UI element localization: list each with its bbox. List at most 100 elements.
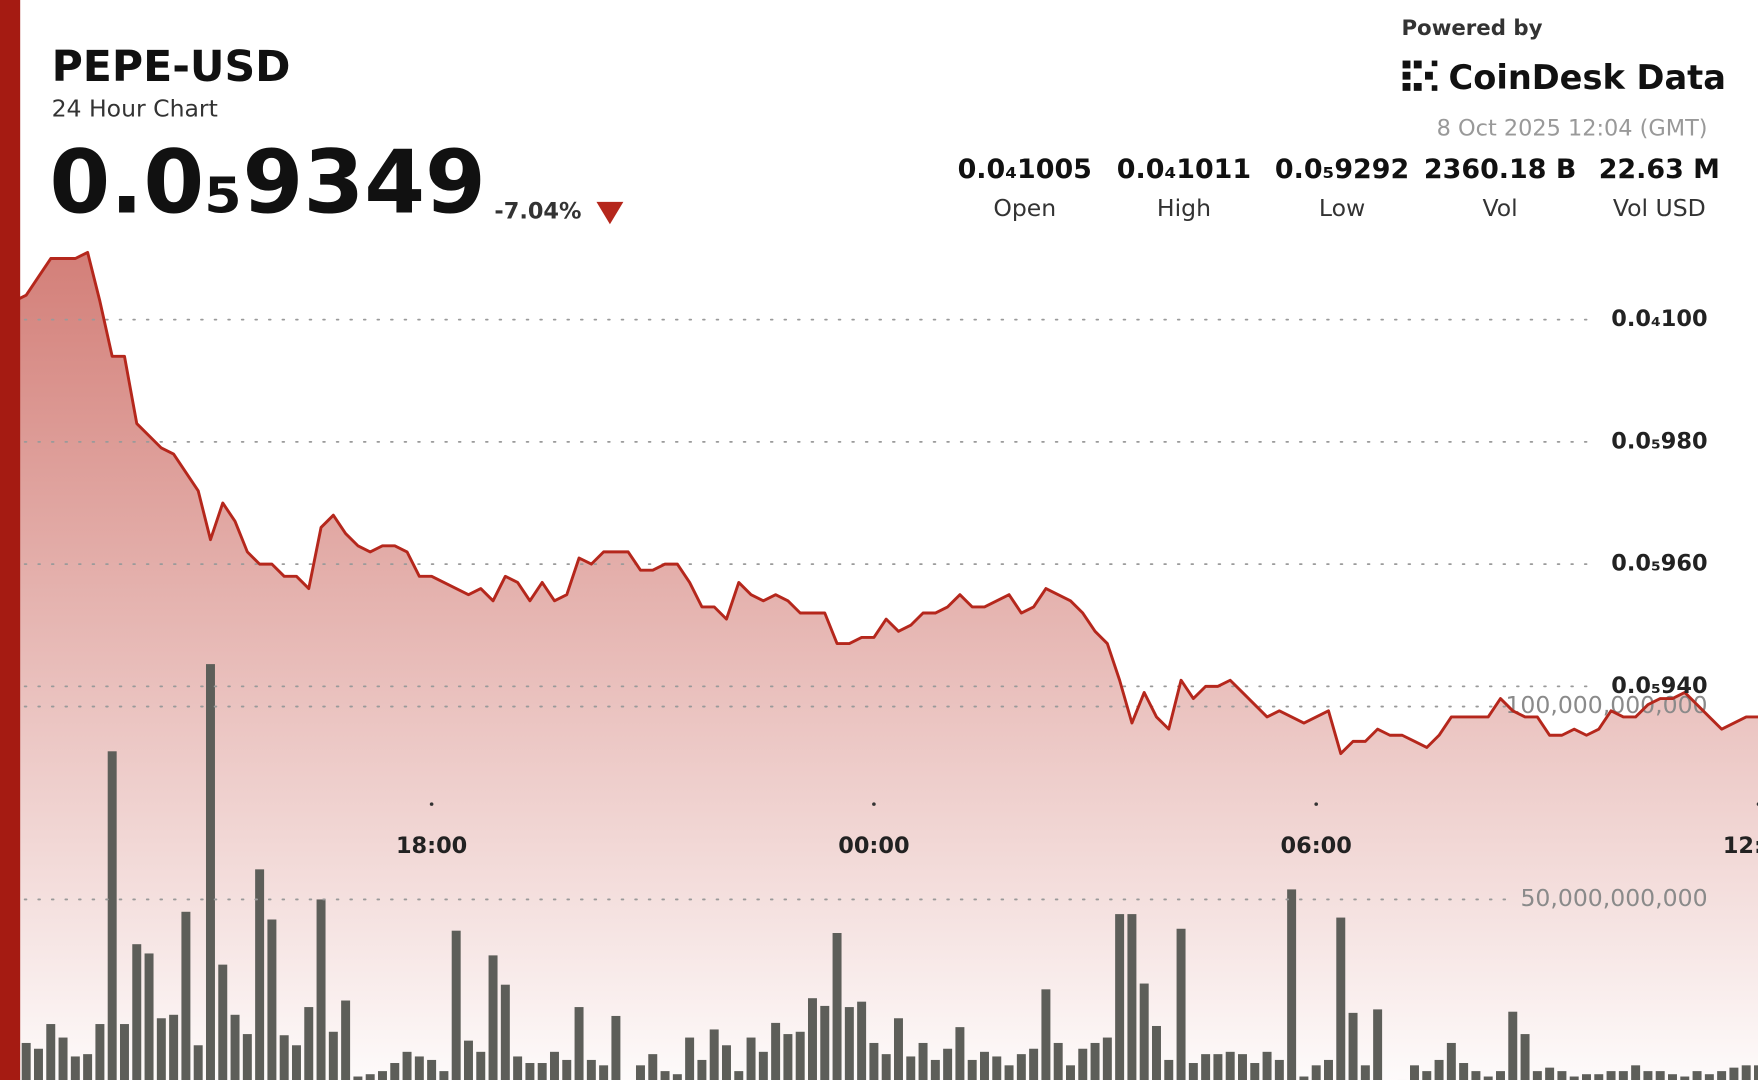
volume-bar <box>1262 1051 1272 1080</box>
volume-bar <box>1680 1076 1690 1080</box>
x-tick <box>429 802 434 806</box>
volume-bar <box>1078 1048 1088 1080</box>
volume-bar <box>1373 1009 1383 1080</box>
volume-bar <box>267 919 277 1080</box>
volume-bar <box>881 1054 891 1080</box>
volume-bar <box>402 1051 412 1080</box>
volume-bar <box>181 911 191 1080</box>
volume-bar <box>1225 1051 1235 1080</box>
x-tick-label: 06:00 <box>1281 833 1352 859</box>
accent-bar <box>0 0 21 1080</box>
volume-bar <box>390 1063 400 1080</box>
volume-bar <box>1213 1054 1223 1080</box>
volume-bar <box>1557 1071 1567 1080</box>
volume-bar <box>205 664 215 1080</box>
plot-area: 50,000,000,000 100,000,000,000 18:00 00:00 0… <box>9 250 1758 1080</box>
volume-bar <box>341 1000 351 1080</box>
volume-bar <box>906 1056 916 1080</box>
volume-bar <box>1151 1025 1161 1080</box>
volume-bar <box>193 1045 203 1080</box>
brand: CoinDesk Data <box>1449 58 1726 97</box>
volume-bar <box>33 1048 43 1080</box>
volume-bar <box>353 1076 363 1080</box>
volume-bar <box>918 1042 928 1080</box>
volume-bar <box>1483 1076 1493 1080</box>
area-fill <box>13 252 1758 1080</box>
volume-bar <box>1250 1063 1260 1080</box>
volume-bar <box>218 964 228 1080</box>
volume-bar <box>672 1074 682 1080</box>
volume-bar <box>83 1054 93 1080</box>
volume-bar <box>807 998 817 1080</box>
volume-bar <box>1348 1012 1358 1080</box>
volume-bar <box>1508 1011 1518 1080</box>
volume-bar <box>439 1071 449 1080</box>
volume-bar <box>1729 1067 1739 1080</box>
volume-bar <box>1532 1071 1542 1080</box>
volume-bar <box>857 1001 867 1080</box>
volume-bar <box>1324 1059 1333 1080</box>
price: 0.0₅9349 <box>49 131 486 233</box>
volume-bar <box>377 1071 387 1080</box>
volume-bar <box>1446 1042 1456 1080</box>
volume-bar <box>291 1045 301 1080</box>
volume-bar <box>1434 1059 1444 1080</box>
volume-bar <box>1741 1065 1751 1080</box>
price-line <box>13 250 1758 756</box>
volume-bar <box>1336 917 1346 1080</box>
volume-bar <box>648 1054 658 1080</box>
volume-bar <box>316 899 326 1080</box>
volume-bar <box>488 955 498 1080</box>
brand-logo <box>1402 60 1438 91</box>
volume-bar <box>1115 914 1125 1080</box>
subtitle: 24 Hour Chart <box>52 94 218 122</box>
volume-bar <box>1496 1071 1505 1080</box>
volume-bar <box>574 1007 584 1080</box>
volume-bar <box>365 1074 375 1080</box>
stat-value: 0.0₄1005 <box>958 154 1092 185</box>
line-layer <box>13 250 1758 756</box>
volume-bar <box>1668 1074 1677 1080</box>
volume-bar <box>463 1040 473 1080</box>
volume-bar <box>1139 983 1149 1080</box>
volume-bar <box>1176 928 1186 1080</box>
volume-bar <box>132 944 142 1080</box>
x-tick-label: 00:00 <box>838 833 909 859</box>
volume-bar <box>1459 1063 1469 1080</box>
volume-bar <box>107 751 117 1080</box>
volume-bar <box>795 1031 805 1080</box>
volume-bar <box>1090 1042 1100 1080</box>
fill-layer <box>13 252 1758 1080</box>
volume-bar <box>1631 1065 1641 1080</box>
volume-bar <box>635 1065 645 1080</box>
stat-value: 0.0₄1011 <box>1117 154 1251 185</box>
volume-bar <box>1717 1071 1727 1080</box>
volume-bar <box>1201 1054 1211 1080</box>
volume-bar <box>46 1024 56 1080</box>
bar-layer <box>9 664 1758 1080</box>
stat-label: High <box>1157 194 1211 222</box>
volume-bar <box>1164 1059 1174 1080</box>
volume-bar <box>721 1045 731 1080</box>
volume-bar <box>820 1005 830 1080</box>
volume-bar <box>1618 1071 1628 1080</box>
stat-label: Vol <box>1483 194 1518 222</box>
volume-bar <box>242 1034 252 1080</box>
volume-bar <box>955 1027 965 1080</box>
change: -7.04% <box>494 198 581 224</box>
volume-bar <box>1360 1065 1370 1080</box>
volume-bar <box>1569 1076 1579 1080</box>
volume-bar <box>1004 1065 1014 1080</box>
y-tick-label: 0.0₅980 <box>1611 428 1707 454</box>
volume-bar <box>1606 1071 1616 1080</box>
title: PEPE-USD <box>52 42 291 92</box>
volume-bar <box>771 1022 781 1080</box>
stat-label: Vol USD <box>1613 194 1706 222</box>
volume-bar <box>279 1035 289 1080</box>
volume-bar <box>979 1051 989 1080</box>
powered-by: Powered by <box>1401 16 1542 41</box>
volume-bar <box>1704 1074 1714 1080</box>
volume-bar <box>758 1051 768 1080</box>
volume-bar <box>1274 1059 1284 1080</box>
